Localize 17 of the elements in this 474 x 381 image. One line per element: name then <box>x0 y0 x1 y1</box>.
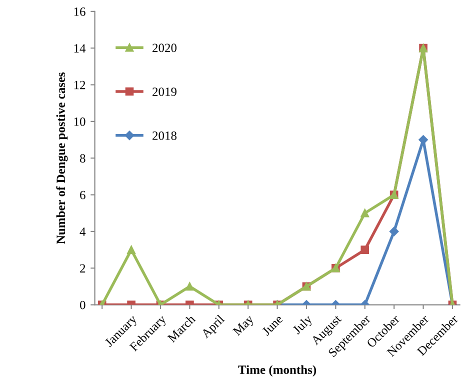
y-tick-label: 10 <box>74 117 86 126</box>
y-tick-label: 14 <box>74 44 86 52</box>
y-axis-title: Number of Dengue postive cases <box>56 72 68 244</box>
y-tick-label: 6 <box>80 190 86 200</box>
y-tick-label: 8 <box>80 154 86 163</box>
y-tick-label: 4 <box>80 228 86 236</box>
legend-label: 2020 <box>152 44 177 52</box>
legend-label: 2018 <box>152 131 177 140</box>
x-axis-title: Time (months) <box>238 365 316 377</box>
y-tick-label: 0 <box>80 300 86 310</box>
y-tick-label: 16 <box>74 7 86 16</box>
y-tick-label: 2 <box>80 264 86 272</box>
x-tick-label: May <box>232 314 256 338</box>
x-tick-label: July <box>292 314 314 336</box>
legend-label: 2019 <box>152 88 176 96</box>
x-tick-label: June <box>262 314 284 336</box>
y-tick-label: 12 <box>74 80 86 90</box>
